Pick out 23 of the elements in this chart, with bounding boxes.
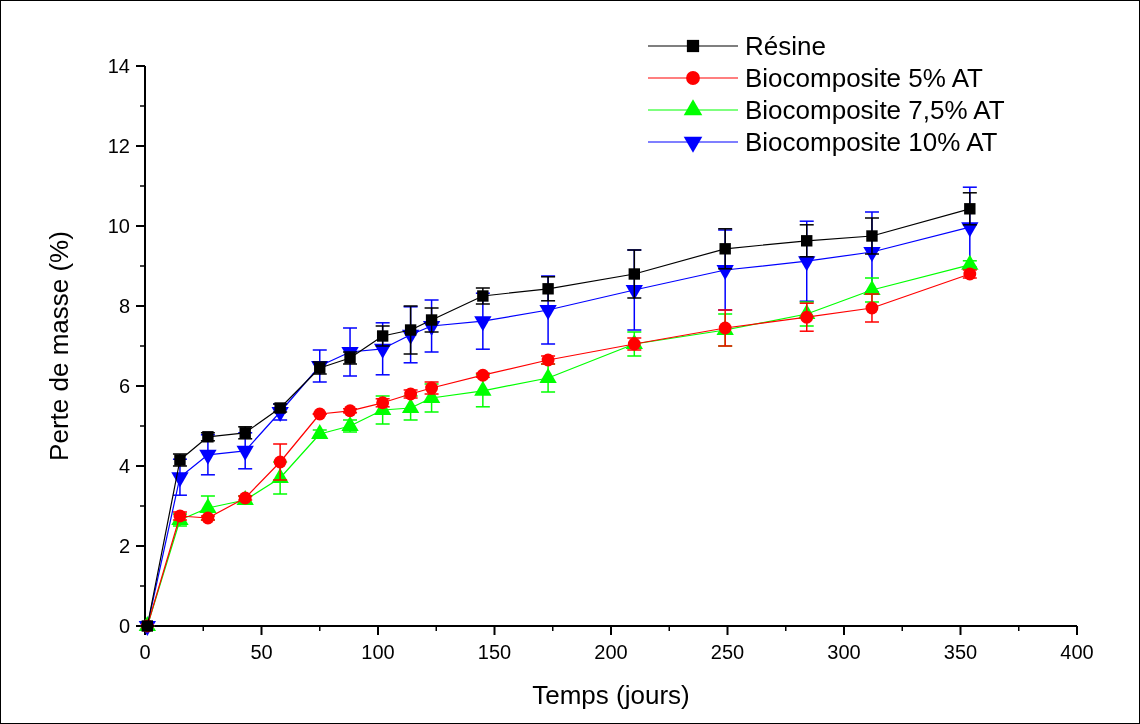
x-tick-label: 300 (827, 641, 861, 663)
y-tick-label: 2 (118, 535, 130, 557)
x-tick-label: 250 (710, 641, 745, 663)
x-tick-label: 50 (250, 641, 273, 663)
legend-label: Biocomposite 7,5% AT (745, 95, 1005, 125)
y-tick-label: 12 (107, 135, 130, 157)
y-tick-label: 6 (118, 375, 130, 397)
legend-label: Biocomposite 5% AT (745, 63, 984, 93)
x-tick-label: 350 (943, 641, 978, 663)
y-axis-title: Perte de masse (%) (44, 231, 74, 461)
x-tick-label: 200 (594, 641, 628, 663)
legend-label: Biocomposite 10% AT (745, 127, 998, 157)
x-tick-label: 150 (477, 641, 512, 663)
x-tick-label: 400 (1060, 641, 1094, 663)
y-tick-label: 0 (118, 615, 130, 637)
legend-label: Résine (745, 31, 826, 61)
y-tick-label: 8 (118, 295, 130, 317)
y-tick-label: 10 (107, 215, 130, 237)
x-axis-title: Temps (jours) (532, 680, 690, 710)
x-tick-label: 100 (361, 641, 395, 663)
x-tick-label: 0 (139, 641, 151, 663)
y-tick-label: 14 (107, 55, 130, 77)
y-tick-label: 4 (118, 455, 130, 477)
